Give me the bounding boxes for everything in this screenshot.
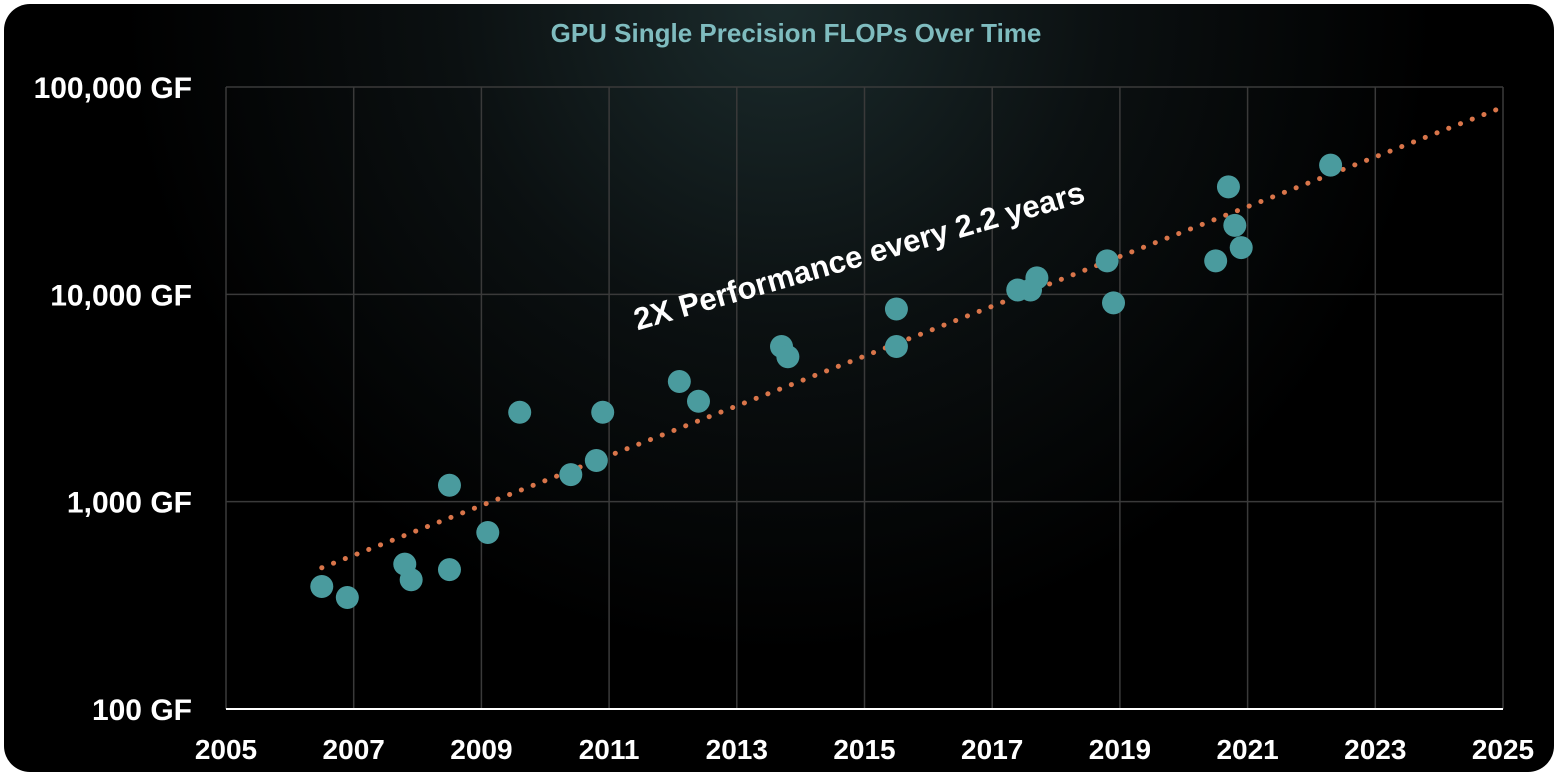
x-tick-label: 2011 (579, 734, 640, 765)
data-point (584, 448, 608, 472)
chart-frame: GPU Single Precision FLOPs Over Time 100… (4, 4, 1554, 772)
data-point (1229, 236, 1253, 260)
x-tick-label: 2005 (195, 734, 257, 765)
data-point (437, 558, 461, 582)
chart-svg: GPU Single Precision FLOPs Over Time 100… (34, 18, 1535, 765)
data-point (686, 389, 710, 413)
data-point (776, 345, 800, 369)
data-point (1223, 213, 1247, 237)
data-point (884, 297, 908, 321)
data-point (559, 463, 583, 487)
x-tick-label: 2021 (1216, 734, 1278, 765)
data-point (667, 369, 691, 393)
data-point (399, 568, 423, 592)
y-tick-label: 10,000 GF (50, 279, 192, 312)
trendline-path (319, 104, 1506, 571)
data-point (1319, 153, 1343, 177)
y-tick-labels: 100 GF 1,000 GF 10,000 GF 100,000 GF (34, 72, 192, 727)
x-tick-label: 2015 (833, 734, 895, 765)
x-tick-label: 2017 (961, 734, 1023, 765)
y-tick-label: 1,000 GF (67, 487, 192, 520)
x-tick-label: 2007 (323, 734, 385, 765)
data-point (884, 335, 908, 359)
x-tick-label: 2013 (706, 734, 768, 765)
data-point (1216, 175, 1240, 199)
y-tick-label: 100,000 GF (34, 72, 192, 105)
trendline (319, 104, 1506, 571)
data-points (310, 153, 1343, 609)
data-point (1204, 249, 1228, 273)
data-point (591, 400, 615, 424)
data-point (476, 521, 500, 545)
x-tick-labels: 2005 2007 2009 2011 2013 2015 2017 2019 2021 2023… (195, 734, 1534, 765)
data-point (437, 473, 461, 497)
x-tick-label: 2009 (450, 734, 512, 765)
data-point (310, 574, 334, 598)
data-point (1025, 266, 1049, 290)
trend-annotation: 2X Performance every 2.2 years (630, 175, 1089, 337)
data-point (335, 585, 359, 609)
data-point (1095, 249, 1119, 273)
grid-lines (225, 86, 1504, 710)
data-point (508, 400, 532, 424)
y-tick-label: 100 GF (92, 694, 192, 727)
data-point (1102, 291, 1126, 315)
chart-title: GPU Single Precision FLOPs Over Time (551, 18, 1042, 48)
x-tick-label: 2019 (1089, 734, 1151, 765)
x-tick-label: 2025 (1472, 734, 1534, 765)
x-tick-label: 2023 (1344, 734, 1406, 765)
